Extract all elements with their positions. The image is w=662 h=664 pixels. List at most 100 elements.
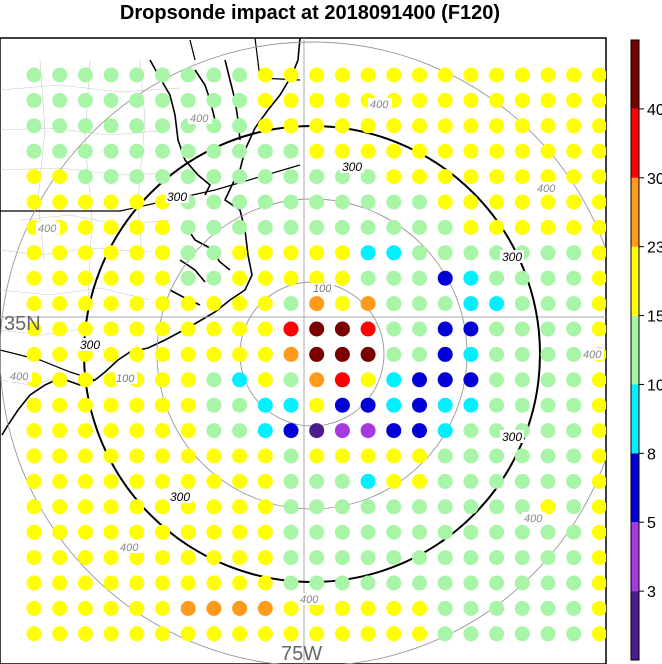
dropsonde-dot-yellow <box>103 473 119 489</box>
dropsonde-dot-light-green <box>463 626 479 642</box>
dropsonde-dot-light-green <box>360 550 376 566</box>
dropsonde-dot-light-green <box>540 600 556 616</box>
dropsonde-dot-light-green <box>489 499 505 515</box>
dropsonde-dot-yellow <box>334 118 350 134</box>
dropsonde-dot-yellow <box>283 626 299 642</box>
colorbar-tick-label: 10 <box>647 377 662 394</box>
ring-400 <box>0 41 606 664</box>
colorbar-tick-label: 15 <box>647 309 662 326</box>
dropsonde-dot-yellow <box>180 626 196 642</box>
dropsonde-dot-light-green <box>77 92 93 108</box>
dropsonde-dot-yellow <box>257 499 273 515</box>
dropsonde-dot-light-green <box>540 270 556 286</box>
dropsonde-dot-light-green <box>514 397 530 413</box>
dropsonde-dot-yellow <box>103 423 119 439</box>
dropsonde-dot-light-green <box>180 92 196 108</box>
dropsonde-dot-light-green <box>540 372 556 388</box>
dropsonde-dot-dark-red <box>309 321 325 337</box>
dropsonde-dot-light-green <box>412 575 427 591</box>
dropsonde-dot-light-green <box>540 473 556 489</box>
dropsonde-dot-yellow <box>103 448 119 464</box>
dropsonde-dot-light-green <box>334 499 350 515</box>
dropsonde-dot-light-green <box>283 499 299 515</box>
dropsonde-dot-yellow <box>103 372 119 388</box>
dropsonde-dot-light-green <box>412 321 427 337</box>
dropsonde-dot-yellow <box>463 169 479 185</box>
dropsonde-dot-yellow <box>591 473 606 489</box>
dropsonde-dot-light-green <box>514 270 530 286</box>
dropsonde-dot-yellow <box>437 194 453 210</box>
dropsonde-dot-yellow <box>129 448 145 464</box>
dropsonde-dot-light-green <box>514 550 530 566</box>
dropsonde-dot-yellow <box>514 194 530 210</box>
dropsonde-dot-light-green <box>566 626 582 642</box>
dropsonde-dot-yellow <box>591 397 606 413</box>
dropsonde-dot-yellow <box>257 346 273 362</box>
dropsonde-dot-yellow <box>257 473 273 489</box>
dropsonde-dot-yellow <box>257 67 273 83</box>
dropsonde-dot-yellow <box>489 92 505 108</box>
dropsonde-dot-yellow <box>334 143 350 159</box>
colorbar-segment-purple <box>631 522 639 592</box>
dropsonde-dot-light-green <box>129 67 145 83</box>
dropsonde-dot-light-green <box>283 448 299 464</box>
dropsonde-dot-light-green <box>283 169 299 185</box>
colorbar-segment-cyan <box>631 384 639 454</box>
dropsonde-dot-yellow <box>386 169 402 185</box>
dropsonde-dot-yellow <box>360 600 376 616</box>
dropsonde-dot-yellow <box>437 67 453 83</box>
map-title: Dropsonde impact at 2018091400 (F120) <box>119 2 501 24</box>
dropsonde-dot-light-green <box>26 67 42 83</box>
dropsonde-dot-yellow <box>52 245 68 261</box>
dropsonde-dot-orange <box>232 600 248 616</box>
dropsonde-dot-light-green <box>52 92 68 108</box>
dropsonde-dot-light-green <box>489 372 505 388</box>
dropsonde-dot-light-green <box>412 524 427 540</box>
dropsonde-dot-yellow <box>360 448 376 464</box>
dropsonde-dot-light-green <box>566 245 582 261</box>
dropsonde-dot-light-green <box>309 550 325 566</box>
dropsonde-dot-blue <box>463 372 479 388</box>
dropsonde-dot-yellow <box>566 67 582 83</box>
dropsonde-dot-yellow <box>52 372 68 388</box>
dropsonde-dot-yellow <box>334 270 350 286</box>
dropsonde-dot-light-green <box>103 169 119 185</box>
dropsonde-dot-yellow <box>52 473 68 489</box>
dropsonde-dot-yellow <box>591 321 606 337</box>
dropsonde-dot-yellow <box>463 194 479 210</box>
dropsonde-dot-light-green <box>540 346 556 362</box>
dropsonde-dot-yellow <box>26 296 42 312</box>
dropsonde-dot-light-green <box>489 550 505 566</box>
dropsonde-dot-yellow <box>463 143 479 159</box>
dropsonde-dot-yellow <box>386 143 402 159</box>
dropsonde-dot-blue <box>437 346 453 362</box>
dropsonde-dot-yellow <box>232 245 248 261</box>
dropsonde-dot-yellow <box>77 499 93 515</box>
dropsonde-dot-light-green <box>309 194 325 210</box>
dropsonde-dot-yellow <box>514 118 530 134</box>
dropsonde-dot-yellow <box>257 296 273 312</box>
dropsonde-dot-yellow <box>26 600 42 616</box>
dropsonde-dot-orange <box>257 600 273 616</box>
dropsonde-dot-light-green <box>283 524 299 540</box>
dropsonde-dot-light-green <box>103 92 119 108</box>
dropsonde-dot-yellow <box>566 143 582 159</box>
dropsonde-dot-light-green <box>232 397 248 413</box>
dropsonde-dot-light-green <box>232 67 248 83</box>
dropsonde-dot-light-green <box>257 143 273 159</box>
dropsonde-dot-light-green <box>180 245 196 261</box>
dropsonde-dot-light-green <box>103 67 119 83</box>
dropsonde-dot-light-green <box>309 575 325 591</box>
dropsonde-dot-yellow <box>334 296 350 312</box>
dropsonde-dot-light-green <box>386 194 402 210</box>
dropsonde-dot-yellow <box>591 296 606 312</box>
dropsonde-dot-light-green <box>489 473 505 489</box>
dropsonde-dot-yellow <box>155 346 170 362</box>
dropsonde-dot-yellow <box>180 397 196 413</box>
dropsonde-dot-light-green <box>514 321 530 337</box>
dropsonde-dot-light-green <box>463 600 479 616</box>
dropsonde-dot-yellow <box>52 600 68 616</box>
dropsonde-dot-light-green <box>283 296 299 312</box>
dropsonde-dot-yellow <box>155 397 170 413</box>
dropsonde-dot-yellow <box>77 600 93 616</box>
